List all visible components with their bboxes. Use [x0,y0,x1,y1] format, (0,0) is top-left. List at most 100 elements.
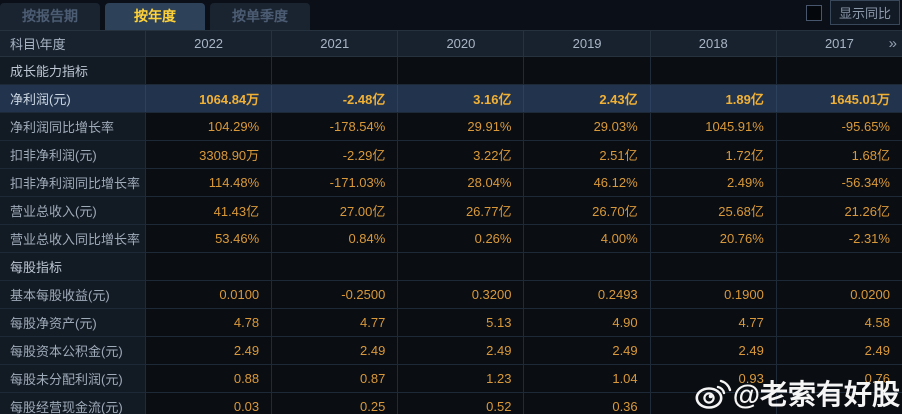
row-label: 净利润同比增长率 [0,113,145,140]
value-cell: 20.76% [649,225,776,252]
value-cell: 0.0200 [775,281,902,308]
value-cell: 1.23 [397,365,524,392]
table-row[interactable]: 基本每股收益(元) 0.0100 -0.2500 0.3200 0.2493 0.1900… [0,281,902,309]
year-header-2017[interactable]: 2017» [775,31,902,56]
value-cell: 4.77 [271,309,398,336]
value-cell: -2.29亿 [271,141,398,168]
value-cell [271,57,398,84]
value-cell: 3.22亿 [397,141,524,168]
value-cell: 4.58 [775,309,902,336]
table-row[interactable]: 净利润同比增长率 104.29% -178.54% 29.91% 29.03% 1045.… [0,113,902,141]
row-label: 净利润(元) [0,85,145,112]
value-cell: 25.68亿 [649,197,776,224]
value-cell [523,253,650,280]
value-cell [649,253,776,280]
table-row[interactable]: 每股资本公积金(元) 2.49 2.49 2.49 2.49 2.49 2.49 [0,337,902,365]
value-cell: 1045.91% [649,113,776,140]
show-yoy-checkbox[interactable] [805,4,822,21]
year-header-2020[interactable]: 2020 [397,31,523,56]
value-cell: 0.0100 [145,281,272,308]
show-yoy-label[interactable]: 显示同比 [829,0,900,25]
row-label: 基本每股收益(元) [0,281,145,308]
table-body: 成长能力指标 净利润(元) 1064.84万 -2.48亿 3.16亿 2.43亿 1.89… [0,57,902,414]
tab-by-single-quarter[interactable]: 按单季度 [210,3,310,30]
value-cell: 4.00% [523,225,650,252]
table-row[interactable]: 每股经营现金流(元) 0.03 0.25 0.52 0.36 [0,393,902,414]
value-cell: 4.77 [649,309,776,336]
value-cell: 0.36 [523,393,650,414]
value-cell [775,253,902,280]
value-cell: 2.49 [271,337,398,364]
section-row[interactable]: 成长能力指标 [0,57,902,85]
row-label: 每股净资产(元) [0,309,145,336]
value-cell: 1.68亿 [775,141,902,168]
row-label: 营业总收入(元) [0,197,145,224]
value-cell: 1.89亿 [649,85,776,112]
value-cell [649,393,776,414]
value-cell: 1.72亿 [649,141,776,168]
value-cell [397,57,524,84]
value-cell: 2.49 [775,337,902,364]
row-label: 每股指标 [0,253,145,280]
value-cell: -178.54% [271,113,398,140]
value-cell: 0.03 [145,393,272,414]
more-years-icon[interactable]: » [888,35,897,52]
value-cell: 0.88 [145,365,272,392]
tab-by-year[interactable]: 按年度 [105,3,205,30]
row-label: 扣非净利润同比增长率 [0,169,145,196]
value-cell [523,57,650,84]
value-cell: 4.90 [523,309,650,336]
value-cell: 0.87 [271,365,398,392]
value-cell: 0.52 [397,393,524,414]
table-row[interactable]: 每股净资产(元) 4.78 4.77 5.13 4.90 4.77 4.58 [0,309,902,337]
table-row[interactable]: 扣非净利润同比增长率 114.48% -171.03% 28.04% 46.12% 2.4… [0,169,902,197]
value-cell: -2.48亿 [271,85,398,112]
table-row[interactable]: 每股未分配利润(元) 0.88 0.87 1.23 1.04 0.93 0.76 [0,365,902,393]
value-cell [145,57,272,84]
value-cell [145,253,272,280]
corner-header-cell: 科目\年度 [10,37,66,52]
value-cell: 1645.01万 [775,85,902,112]
value-cell: 2.43亿 [523,85,650,112]
value-cell [397,253,524,280]
value-cell: 104.29% [145,113,272,140]
value-cell: 29.91% [397,113,524,140]
year-header-2019[interactable]: 2019 [523,31,649,56]
table-row[interactable]: 营业总收入同比增长率 53.46% 0.84% 0.26% 4.00% 20.76% -2.… [0,225,902,253]
value-cell: 4.78 [145,309,272,336]
table-header-row: 科目\年度 2022 2021 2020 2019 2018 2017» [0,30,902,57]
table-row[interactable]: 扣非净利润(元) 3308.90万 -2.29亿 3.22亿 2.51亿 1.72亿 1.6… [0,141,902,169]
row-label: 成长能力指标 [0,57,145,84]
section-row[interactable]: 每股指标 [0,253,902,281]
table-row[interactable]: 营业总收入(元) 41.43亿 27.00亿 26.77亿 26.70亿 25.68亿 21… [0,197,902,225]
row-label: 每股未分配利润(元) [0,365,145,392]
value-cell: 0.3200 [397,281,524,308]
row-label: 每股经营现金流(元) [0,393,145,414]
table-row[interactable]: 净利润(元) 1064.84万 -2.48亿 3.16亿 2.43亿 1.89亿 1645.… [0,85,902,113]
value-cell: 0.26% [397,225,524,252]
value-cell: 1064.84万 [145,85,272,112]
value-cell: 2.49 [397,337,524,364]
tab-by-report-period[interactable]: 按报告期 [0,3,100,30]
value-cell: -171.03% [271,169,398,196]
value-cell: 29.03% [523,113,650,140]
value-cell: 0.84% [271,225,398,252]
year-header-2021[interactable]: 2021 [271,31,397,56]
row-label: 每股资本公积金(元) [0,337,145,364]
value-cell: 46.12% [523,169,650,196]
value-cell: 41.43亿 [145,197,272,224]
value-cell: -95.65% [775,113,902,140]
value-cell [775,57,902,84]
year-header-2018[interactable]: 2018 [649,31,776,56]
year-header-2022[interactable]: 2022 [145,31,271,56]
period-tabbar: 按报告期 按年度 按单季度 显示同比 [0,0,902,30]
value-cell: 3.16亿 [397,85,524,112]
value-cell: -56.34% [775,169,902,196]
show-yoy-control: 显示同比 [805,0,900,25]
value-cell: 2.49% [649,169,776,196]
value-cell: 27.00亿 [271,197,398,224]
value-cell: 0.25 [271,393,398,414]
value-cell: 1.04 [523,365,650,392]
value-cell: -2.31% [775,225,902,252]
